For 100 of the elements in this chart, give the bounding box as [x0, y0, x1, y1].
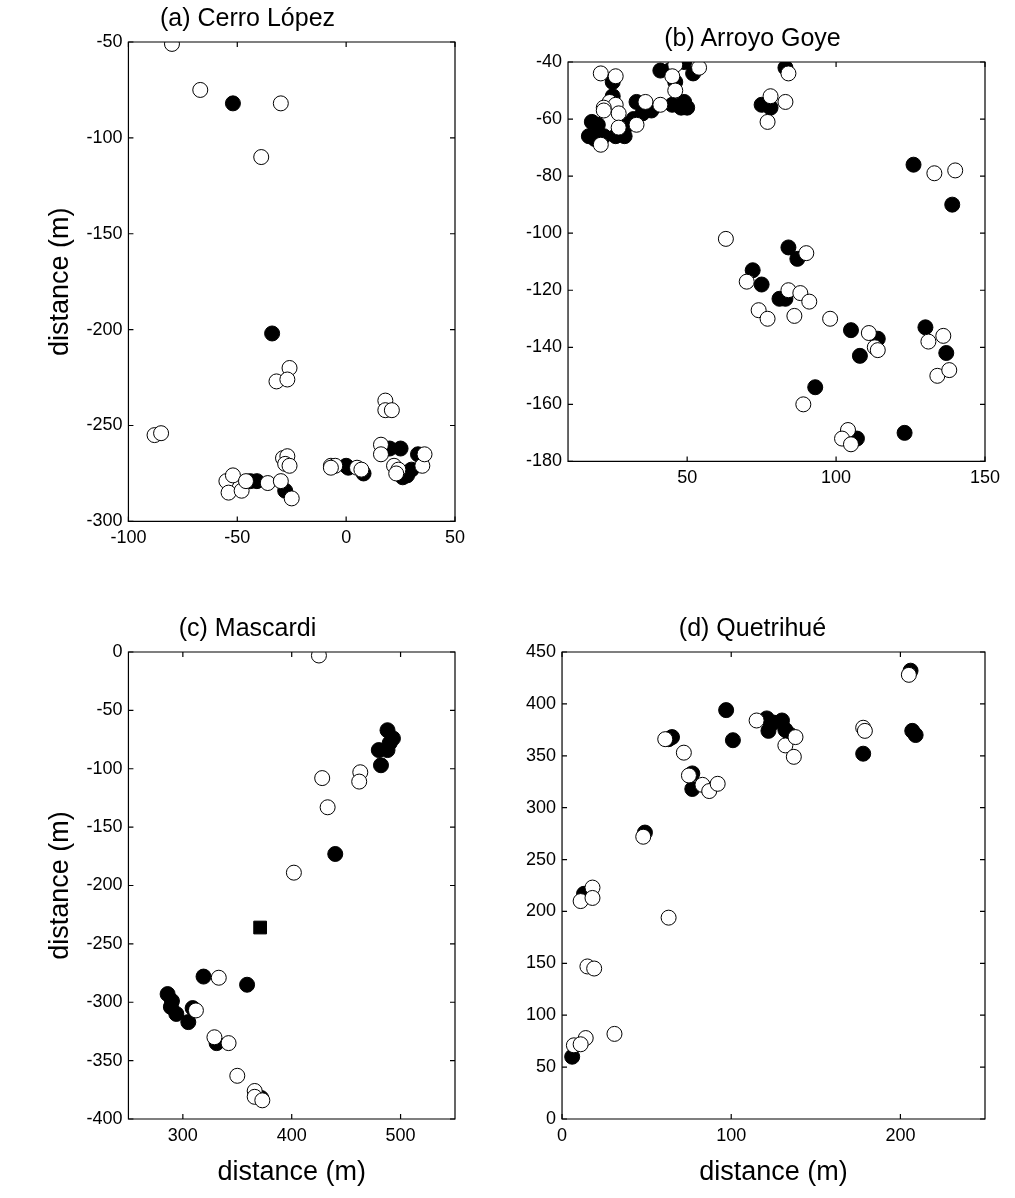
point [635, 828, 652, 845]
point [780, 65, 797, 82]
point [780, 239, 797, 256]
y-tick-label: -150 [86, 816, 123, 837]
x-tick-label: 100 [821, 467, 852, 488]
y-tick-label: -250 [86, 932, 123, 953]
point [239, 976, 256, 993]
point [807, 379, 824, 396]
point [855, 745, 872, 762]
y-axis-title: distance (m) [43, 207, 74, 356]
chart-title: (d) Quetrihué [678, 612, 827, 641]
x-tick-label: 50 [677, 467, 698, 488]
y-tick-label: 350 [525, 744, 557, 765]
x-tick-label: 50 [444, 527, 466, 548]
point [691, 62, 708, 76]
y-axis-title: distance (m) [43, 811, 74, 960]
point [206, 1029, 223, 1046]
x-tick-label: 400 [276, 1124, 307, 1145]
point [664, 68, 681, 85]
point [628, 116, 645, 133]
point [748, 712, 765, 729]
y-tick-label: 0 [546, 1107, 557, 1128]
point [652, 96, 669, 113]
x-tick-label: 0 [341, 527, 352, 548]
point [572, 1036, 589, 1053]
x-tick-label: 200 [885, 1124, 916, 1145]
y-tick-label: 400 [525, 692, 557, 713]
point [383, 402, 400, 419]
point [253, 920, 268, 935]
y-tick-label: -200 [86, 318, 123, 339]
y-tick-label: -400 [86, 1107, 123, 1128]
point [637, 93, 654, 110]
point [917, 319, 934, 336]
x-tick-label: -50 [224, 527, 251, 548]
y-tick-label: -150 [86, 222, 123, 243]
chart-title: (c) Mascardi [178, 612, 317, 641]
chart-title: (a) Cerro López [159, 2, 336, 31]
x-axis-title: distance (m) [699, 1156, 848, 1187]
y-tick-label: -120 [526, 279, 563, 300]
point [283, 490, 300, 507]
point [264, 325, 281, 342]
y-tick-label: 50 [536, 1056, 557, 1077]
point [718, 702, 735, 719]
y-tick-label: -350 [86, 1049, 123, 1070]
point [938, 344, 955, 361]
point [607, 68, 624, 85]
y-tick-label: 250 [525, 848, 557, 869]
y-tick-label: -300 [86, 991, 123, 1012]
point [168, 1005, 185, 1022]
y-tick-label: -60 [536, 108, 563, 129]
point [272, 473, 289, 490]
y-tick-label: 150 [525, 952, 557, 973]
y-tick-label: 300 [525, 796, 557, 817]
point [851, 347, 868, 364]
y-tick-label: -180 [526, 450, 563, 471]
y-tick-label: -100 [526, 222, 563, 243]
y-tick-label: -40 [536, 50, 563, 71]
x-axis-title: distance (m) [217, 1156, 366, 1187]
y-tick-label: 450 [525, 640, 557, 661]
point [896, 424, 913, 441]
chart-title: (b) Arroyo Goye [664, 22, 841, 51]
point [195, 968, 212, 985]
point [905, 156, 922, 173]
y-tick-label: -50 [96, 30, 123, 51]
point [327, 845, 344, 862]
point [224, 95, 241, 112]
y-tick-label: -160 [526, 393, 563, 414]
point [592, 136, 609, 153]
y-tick-label: -100 [86, 126, 123, 147]
y-tick-label: 100 [525, 1004, 557, 1025]
point [944, 196, 961, 213]
point [842, 322, 859, 339]
point [237, 473, 254, 490]
point [753, 276, 770, 293]
point [667, 82, 684, 99]
x-tick-label: 300 [167, 1124, 198, 1145]
x-tick-label: 500 [385, 1124, 416, 1145]
point [584, 889, 601, 906]
y-tick-label: 200 [525, 900, 557, 921]
point [610, 119, 627, 136]
point [842, 436, 859, 453]
point [680, 767, 697, 784]
point [372, 757, 389, 774]
y-tick-label: -80 [536, 165, 563, 186]
y-tick-label: -250 [86, 414, 123, 435]
y-tick-label: 0 [112, 640, 123, 661]
x-tick-label: 150 [969, 467, 1001, 488]
point [353, 461, 370, 478]
point [900, 666, 917, 683]
y-tick-label: -140 [526, 336, 563, 357]
point [279, 371, 296, 388]
point [724, 732, 741, 749]
y-tick-label: -50 [96, 699, 123, 720]
point [281, 457, 298, 474]
point [416, 446, 433, 463]
x-tick-label: 100 [716, 1124, 747, 1145]
point [388, 465, 405, 482]
point [180, 1014, 197, 1031]
y-tick-label: -200 [86, 874, 123, 895]
point [907, 727, 924, 744]
